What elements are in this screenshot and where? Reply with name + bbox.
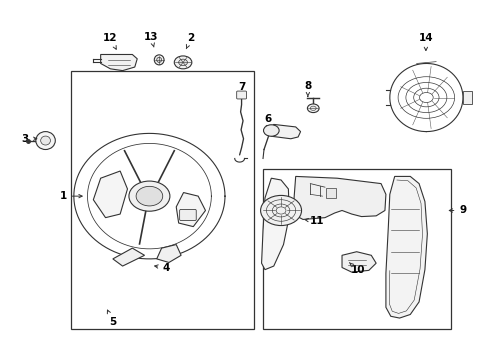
Text: 14: 14 [418, 33, 432, 50]
Ellipse shape [154, 55, 163, 65]
Text: 4: 4 [154, 263, 170, 273]
Bar [263, 169, 450, 329]
Circle shape [310, 106, 316, 111]
Circle shape [174, 56, 191, 69]
Circle shape [260, 195, 301, 226]
Polygon shape [268, 125, 300, 139]
Ellipse shape [157, 57, 161, 62]
Polygon shape [261, 178, 289, 270]
Bar [462, 91, 471, 104]
Text: 8: 8 [304, 81, 311, 96]
Polygon shape [385, 176, 427, 318]
Text: 9: 9 [448, 206, 466, 216]
Polygon shape [293, 176, 385, 220]
Text: 5: 5 [107, 310, 116, 327]
Circle shape [263, 125, 279, 136]
Text: 3: 3 [21, 134, 37, 144]
Ellipse shape [36, 132, 55, 149]
Circle shape [178, 59, 187, 66]
Polygon shape [93, 171, 127, 218]
Polygon shape [341, 252, 375, 272]
Text: 1: 1 [60, 191, 82, 201]
Text: 7: 7 [237, 82, 245, 96]
Polygon shape [113, 248, 144, 266]
Text: 11: 11 [305, 216, 323, 226]
Ellipse shape [41, 136, 50, 145]
Bar [326, 188, 335, 198]
Text: 12: 12 [103, 33, 118, 49]
Text: 10: 10 [349, 262, 364, 275]
FancyBboxPatch shape [179, 210, 196, 221]
FancyBboxPatch shape [236, 91, 246, 99]
Polygon shape [176, 193, 205, 226]
Circle shape [129, 181, 169, 211]
Polygon shape [101, 54, 137, 71]
Text: 13: 13 [143, 32, 158, 47]
Text: 2: 2 [186, 33, 194, 49]
Text: 6: 6 [264, 114, 271, 130]
Bar [71, 71, 254, 329]
Circle shape [136, 186, 163, 206]
Polygon shape [157, 244, 181, 262]
Circle shape [307, 104, 319, 113]
